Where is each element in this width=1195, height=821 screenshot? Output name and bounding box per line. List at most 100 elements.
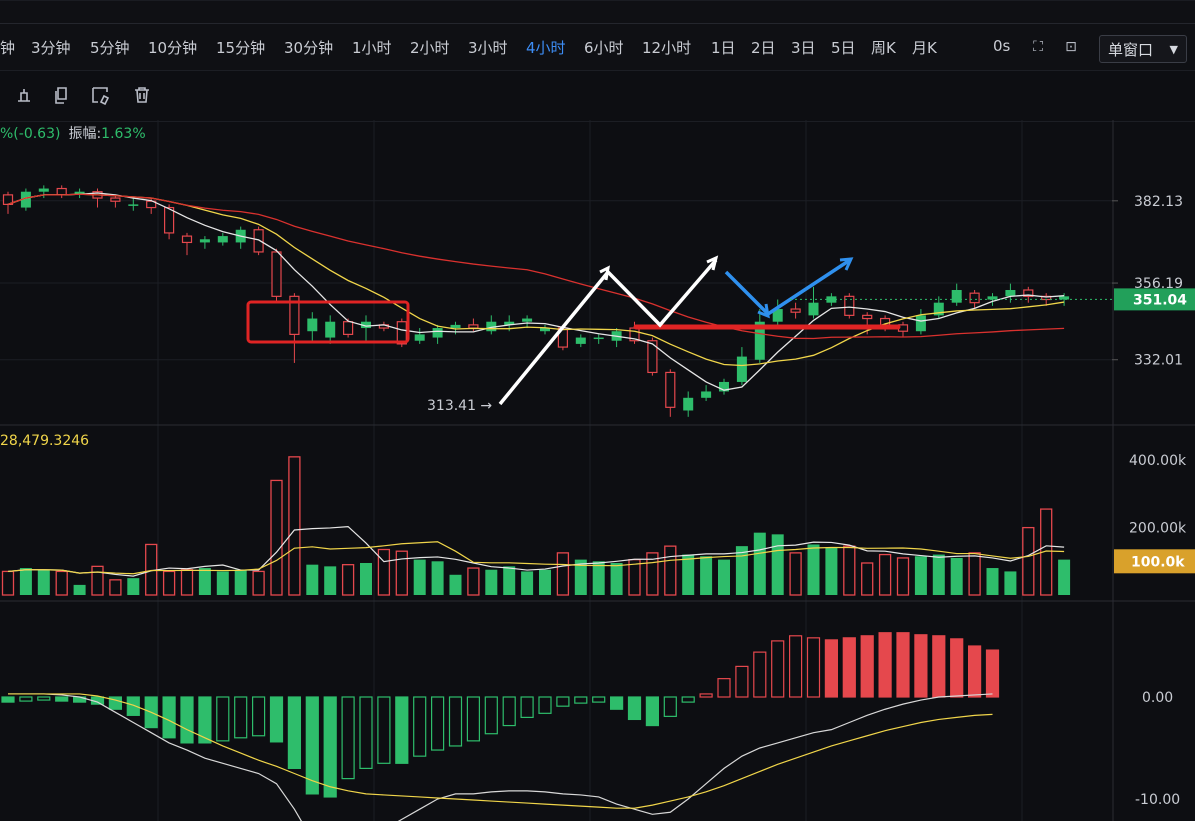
candle-29 (522, 315, 533, 329)
candle-55 (987, 293, 998, 306)
macd-bar-32 (574, 696, 588, 704)
volume-bar-27 (485, 569, 498, 595)
timeframe-12[interactable]: 1日 (711, 39, 736, 57)
timeframe-5[interactable]: 30分钟 (284, 39, 334, 57)
timeframe-14[interactable]: 3日 (791, 39, 816, 57)
candle-16 (289, 293, 300, 363)
macd-bar-17 (305, 696, 319, 795)
fullscreen-icon[interactable]: ⛶ (1033, 39, 1043, 55)
candle-38 (683, 391, 694, 417)
volume-bar-48 (861, 562, 874, 596)
candle-18 (325, 315, 336, 344)
volume-bar-36 (646, 552, 659, 596)
volume-bar-39 (700, 556, 713, 595)
volume-bar-31 (556, 552, 570, 596)
macd-bar-21 (377, 696, 391, 764)
macd-bar-42 (753, 651, 767, 698)
dea-line (8, 693, 993, 809)
macd-bar-45 (806, 637, 821, 698)
anchor-icon[interactable] (14, 85, 34, 105)
timeframe-2[interactable]: 5分钟 (90, 39, 130, 57)
volume-bar-2 (37, 569, 50, 595)
blue-arrow-path (724, 258, 851, 317)
candle-37 (665, 369, 676, 417)
macd-bar-29 (520, 696, 534, 718)
macd-bar-19 (341, 696, 355, 780)
candle-33 (593, 334, 604, 344)
white-arrow-path (498, 258, 718, 406)
timeframe-17[interactable]: 月K (912, 39, 937, 57)
volume-bar-19 (341, 564, 355, 596)
candle-15 (271, 248, 282, 303)
volume-bar-29 (521, 571, 534, 595)
timeframe-15[interactable]: 5日 (831, 39, 856, 57)
candle-32 (575, 334, 586, 348)
volume-bar-57 (1022, 526, 1035, 596)
volume-bar-53 (950, 557, 963, 595)
candle-59 (1059, 293, 1070, 306)
price-chart[interactable]: %(-0.63) 振幅:1.63% 28,479.3246 313.41 → 38… (0, 120, 1195, 821)
price-tick-label-2: 332.01 (1134, 353, 1183, 369)
copy-icon[interactable] (52, 85, 72, 105)
volume-bar-37 (664, 545, 677, 596)
volume-bar-10 (180, 569, 194, 596)
volume-bar-52 (932, 554, 945, 595)
timeframe-9[interactable]: 4小时 (526, 39, 566, 57)
timeframe-16[interactable]: 周K (871, 39, 896, 57)
macd-bar-55 (985, 649, 1000, 698)
timeframe-0[interactable]: 钟 (0, 39, 16, 57)
current-volume-tag (1114, 549, 1195, 574)
volume-bar-54 (968, 552, 981, 596)
candle-23 (414, 328, 425, 344)
window-mode-label: 单窗口 (1108, 41, 1154, 59)
candle-27 (486, 315, 497, 335)
timeframe-4[interactable]: 15分钟 (216, 39, 266, 57)
macd-bar-40 (717, 678, 731, 698)
volume-bar-26 (467, 567, 480, 596)
volume-bar-5 (91, 565, 104, 596)
volume-bar-18 (324, 566, 337, 595)
timeframe-10[interactable]: 6小时 (584, 39, 624, 57)
timeframe-8[interactable]: 3小时 (468, 39, 508, 57)
candle-14 (253, 226, 264, 256)
timeframe-3[interactable]: 10分钟 (148, 39, 198, 57)
timeframe-1[interactable]: 3分钟 (31, 39, 71, 57)
timeframe-13[interactable]: 2日 (751, 39, 776, 57)
low-price-label: 313.41 → (427, 398, 492, 414)
macd-bar-0 (1, 696, 15, 703)
candle-26 (468, 318, 479, 332)
volume-bar-46 (825, 547, 838, 595)
macd-bar-31 (556, 696, 570, 707)
macd-bar-54 (967, 645, 982, 698)
timeframe-11[interactable]: 12小时 (642, 39, 692, 57)
price-tick-label-1: 356.19 (1134, 276, 1183, 292)
macd-bar-51 (914, 634, 928, 698)
volume-bar-14 (252, 570, 265, 596)
candle-34 (611, 328, 622, 348)
timeframe-6[interactable]: 1小时 (352, 39, 392, 57)
volume-bar-40 (718, 559, 730, 595)
candle-0 (2, 191, 14, 214)
trash-icon[interactable] (132, 85, 152, 105)
volume-bar-50 (896, 557, 910, 596)
add-window-icon[interactable]: ⊡ (1065, 39, 1077, 55)
volume-bar-55 (986, 568, 999, 595)
volume-bar-32 (574, 559, 587, 595)
macd-bar-23 (413, 696, 427, 757)
macd-bar-50 (896, 632, 910, 698)
candle-11 (199, 236, 210, 249)
candle-1 (20, 188, 31, 211)
chevron-down-icon: ▼ (1169, 43, 1178, 56)
macd-bar-10 (180, 696, 194, 744)
volume-bar-41 (735, 546, 748, 595)
volume-bar-6 (109, 579, 122, 596)
current-price-label: 351.04 (1133, 292, 1187, 308)
macd-bar-27 (484, 696, 498, 735)
countdown: 0s (993, 37, 1011, 55)
candle-7 (128, 198, 139, 211)
volume-bar-21 (377, 548, 391, 596)
timeframe-7[interactable]: 2小时 (410, 39, 450, 57)
window-mode-select[interactable]: 单窗口 ▼ (1099, 35, 1187, 63)
candle-44 (790, 302, 801, 319)
settings-template-icon[interactable] (90, 85, 110, 105)
